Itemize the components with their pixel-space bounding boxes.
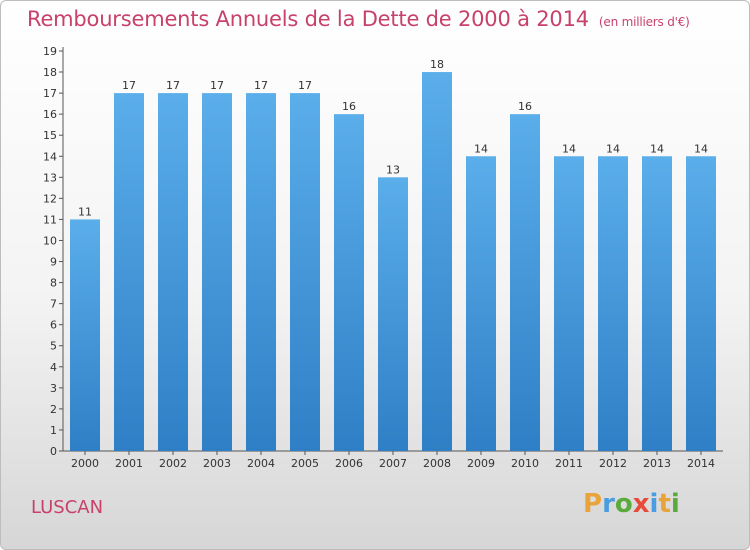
x-tick-label-2007: 2007 [379,457,407,470]
y-tick-label: 2 [50,403,57,416]
data-label-2008: 18 [430,58,444,71]
logo-letter: o [614,489,633,519]
x-tick-label-2002: 2002 [159,457,187,470]
data-label-2002: 17 [166,79,180,92]
y-tick-label: 0 [50,445,57,458]
y-tick-label: 5 [50,340,57,353]
y-tick-label: 3 [50,382,57,395]
proxiti-logo: Proxiti [583,489,680,519]
bar-2010 [510,114,540,451]
bar-2005 [290,93,320,452]
bar-2011 [554,156,584,451]
x-tick-label-2010: 2010 [511,457,539,470]
y-tick-label: 19 [43,45,57,58]
x-tick-label-2013: 2013 [643,457,671,470]
bar-2009 [466,156,496,451]
data-label-2000: 11 [78,205,92,218]
x-tick-label-2006: 2006 [335,457,363,470]
y-tick-label: 16 [43,108,57,121]
data-label-2001: 17 [122,79,136,92]
x-tick-label-2014: 2014 [687,457,715,470]
chart-unit: (en milliers d'€) [598,15,690,29]
data-label-2011: 14 [562,142,576,155]
data-label-2005: 17 [298,79,312,92]
logo-letter: i [670,489,680,519]
y-tick-label: 18 [43,66,57,79]
data-label-2010: 16 [518,100,532,113]
x-tick-label-2001: 2001 [115,457,143,470]
y-tick-label: 14 [43,150,57,163]
data-label-2006: 16 [342,100,356,113]
bar-2008 [422,72,452,451]
bar-2013 [642,156,672,451]
chart-title: Remboursements Annuels de la Dette de 20… [27,7,690,31]
y-tick-label: 13 [43,171,57,184]
x-tick-label-2012: 2012 [599,457,627,470]
y-tick-label: 1 [50,424,57,437]
logo-letter: i [649,489,659,519]
y-tick-label: 15 [43,129,57,142]
bar-2012 [598,156,628,451]
y-tick-label: 9 [50,256,57,269]
bar-2014 [686,156,716,451]
x-tick-label-2008: 2008 [423,457,451,470]
logo-letter: r [602,489,615,519]
y-tick-label: 7 [50,298,57,311]
y-tick-label: 17 [43,87,57,100]
x-tick-label-2000: 2000 [71,457,99,470]
logo-letter: P [583,489,603,519]
y-tick-label: 8 [50,277,57,290]
y-tick-label: 6 [50,319,57,332]
data-label-2012: 14 [606,142,620,155]
y-tick-label: 10 [43,234,57,247]
bar-2007 [378,177,408,451]
x-tick-label-2011: 2011 [555,457,583,470]
data-label-2009: 14 [474,142,488,155]
x-tick-label-2009: 2009 [467,457,495,470]
data-label-2007: 13 [386,163,400,176]
y-tick-label: 11 [43,213,57,226]
chart-title-text: Remboursements Annuels de la Dette de 20… [27,7,589,31]
data-label-2004: 17 [254,79,268,92]
bars: 11 17 17 17 17 17 16 13 18 14 16 14 14 14 14 [70,58,716,452]
data-label-2003: 17 [210,79,224,92]
bar-2001 [114,93,144,452]
x-tick-label-2003: 2003 [203,457,231,470]
x-tick-label-2004: 2004 [247,457,275,470]
bar-2004 [246,93,276,452]
bar-2006 [334,114,364,451]
logo-letter: x [632,489,650,519]
data-label-2014: 14 [694,142,708,155]
data-label-2013: 14 [650,142,664,155]
bar-2002 [158,93,188,452]
commune-name: LUSCAN [31,497,104,518]
bar-2000 [70,219,100,451]
y-tick-label: 4 [50,361,57,374]
y-tick-label: 12 [43,192,57,205]
x-tick-label-2005: 2005 [291,457,319,470]
logo-letter: t [658,489,671,519]
bar-2003 [202,93,232,452]
